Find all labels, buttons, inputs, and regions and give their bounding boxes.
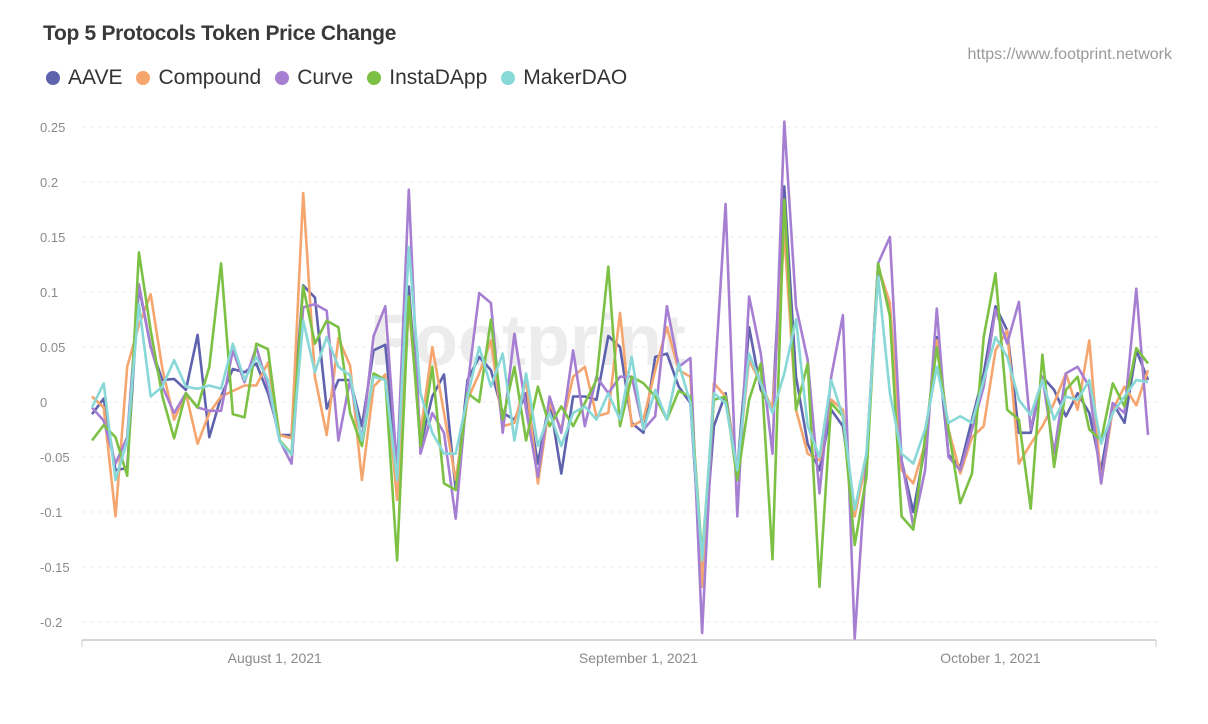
legend-marker-icon xyxy=(46,71,60,85)
legend-item-curve[interactable]: Curve xyxy=(275,66,353,90)
legend-marker-icon xyxy=(275,71,290,85)
legend-item-aave[interactable]: AAVE xyxy=(46,66,122,90)
legend-item-makerdao[interactable]: MakerDAO xyxy=(501,66,627,90)
y-tick-label: -0.05 xyxy=(40,450,70,465)
chart-title: Top 5 Protocols Token Price Change xyxy=(43,22,397,45)
legend-item-instadapp[interactable]: InstaDApp xyxy=(367,66,487,90)
y-tick-label: -0.15 xyxy=(40,560,70,575)
y-tick-label: -0.2 xyxy=(40,615,62,630)
legend-label: InstaDApp xyxy=(389,66,488,89)
x-axis: August 1, 2021 September 1, 2021 October 1… xyxy=(81,639,1157,666)
x-tick-label: August 1, 2021 xyxy=(228,650,322,666)
y-tick-label: 0.25 xyxy=(40,120,65,135)
x-tick-label: October 1, 2021 xyxy=(940,650,1041,666)
legend-marker-icon xyxy=(136,71,151,85)
legend-marker-icon xyxy=(501,71,516,85)
legend-marker-icon xyxy=(367,71,382,85)
legend-item-compound[interactable]: Compound xyxy=(136,66,261,90)
source-url: https://www.footprint.network xyxy=(967,46,1172,63)
legend: AAVE Compound Curve InstaDApp MakerDAO xyxy=(46,66,627,90)
y-tick-label: 0.2 xyxy=(40,175,58,190)
y-tick-label: 0 xyxy=(40,395,47,410)
y-tick-label: -0.1 xyxy=(40,505,62,520)
legend-label: Compound xyxy=(158,66,262,89)
legend-label: AAVE xyxy=(68,66,123,89)
series-lines xyxy=(90,120,1150,640)
legend-label: MakerDAO xyxy=(523,66,628,89)
y-tick-label: 0.05 xyxy=(40,340,65,355)
x-tick-label: September 1, 2021 xyxy=(579,650,698,666)
series-line-instadapp[interactable] xyxy=(90,198,1150,589)
y-axis: 0.25 0.2 0.15 0.1 0.05 0 -0.05 -0.1 -0.15 -0.2 xyxy=(40,120,70,630)
series-line-compound[interactable] xyxy=(91,191,1150,589)
y-tick-label: 0.1 xyxy=(40,285,58,300)
legend-label: Curve xyxy=(297,66,354,89)
series-line-makerdao[interactable] xyxy=(90,245,1149,562)
y-tick-label: 0.15 xyxy=(40,230,65,245)
